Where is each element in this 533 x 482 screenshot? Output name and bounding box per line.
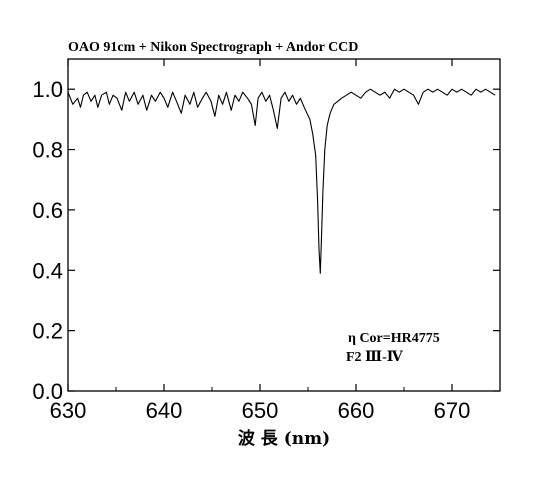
plot-frame xyxy=(67,58,501,392)
y-tick-label: 0.6 xyxy=(32,198,63,223)
y-axis: 0.0 0.2 0.4 0.6 0.8 1.0 xyxy=(32,77,500,404)
y-tick-label: 0.0 xyxy=(32,379,63,404)
annotation-spectral-type: F2 Ⅲ-Ⅳ xyxy=(346,350,404,365)
annotation-star: η Cor=HR4775 xyxy=(348,331,440,346)
x-axis-label: 波 長 (nm) xyxy=(238,428,330,449)
x-tick-label: 630 xyxy=(50,398,87,423)
chart-title: OAO 91cm + Nikon Spectrograph + Andor CC… xyxy=(68,40,358,55)
y-tick-label: 1.0 xyxy=(32,77,63,102)
y-tick-label: 0.4 xyxy=(32,258,63,283)
x-tick-label: 660 xyxy=(338,398,375,423)
y-tick-label: 0.2 xyxy=(32,319,63,344)
x-tick-label: 640 xyxy=(146,398,183,423)
x-tick-label: 650 xyxy=(242,398,279,423)
y-tick-label: 0.8 xyxy=(32,138,63,163)
x-tick-label: 670 xyxy=(434,398,471,423)
x-axis: 630 640 650 660 670 xyxy=(50,59,471,423)
series-line xyxy=(67,88,496,274)
